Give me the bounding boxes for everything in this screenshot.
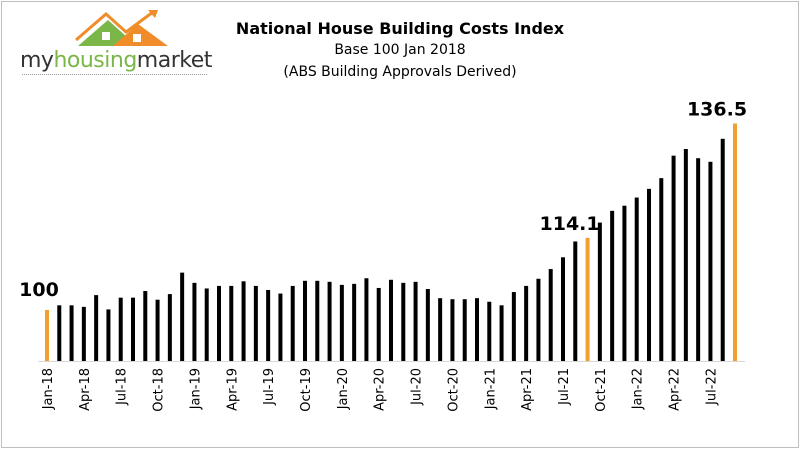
bar: [364, 278, 369, 361]
bar: [634, 197, 639, 361]
x-tick-label: Jan-21: [483, 368, 498, 410]
bar: [462, 299, 467, 361]
x-tick-label: Apr-22: [668, 368, 683, 411]
bar: [303, 280, 307, 361]
bar: [536, 278, 541, 361]
bar: [647, 188, 651, 361]
bar: [622, 205, 627, 361]
bar: [438, 298, 443, 361]
bar: [659, 178, 664, 361]
bar: [401, 282, 406, 361]
bar: [339, 284, 344, 361]
bar: [327, 281, 332, 361]
x-tick-label: Oct-21: [594, 368, 609, 412]
bar: [118, 297, 123, 361]
bar: [266, 289, 271, 361]
bar: [524, 285, 529, 361]
bar: [548, 269, 553, 361]
bar: [143, 291, 148, 361]
bar: [733, 123, 737, 361]
x-tick-label: Jan-18: [41, 368, 56, 410]
data-label: 114.1: [540, 213, 600, 235]
x-tick-label: Jul-21: [557, 368, 572, 406]
bar: [720, 138, 725, 361]
bar: [81, 306, 86, 361]
bar: [69, 305, 74, 361]
logo: myhousingmarket: [18, 10, 218, 80]
chart-title: National House Building Costs Index: [235, 19, 565, 38]
bar: [290, 285, 295, 361]
logo-part-housing: housing: [53, 48, 137, 73]
x-tick-label: Apr-20: [373, 368, 388, 411]
bar: [45, 309, 49, 361]
bar: [585, 237, 590, 361]
bar: [487, 301, 492, 361]
bar: [499, 305, 504, 361]
logo-tagline: [22, 74, 207, 77]
bar: [683, 149, 688, 361]
house-logo-icon: [75, 10, 168, 46]
bar: [278, 293, 283, 361]
x-tick-label: Apr-21: [520, 368, 535, 411]
x-tick-label: Jan-20: [336, 368, 351, 410]
x-tick-label: Apr-18: [78, 368, 93, 411]
bar: [106, 309, 111, 361]
x-tick-label: Jul-22: [704, 368, 719, 406]
logo-part-my: my: [20, 48, 54, 73]
bar: [610, 210, 615, 361]
x-tick-label: Jan-22: [631, 368, 646, 410]
bar: [180, 272, 185, 361]
bar: [229, 285, 234, 361]
bar: [94, 295, 99, 361]
x-tick-label: Jan-19: [188, 368, 203, 410]
bar: [511, 292, 516, 361]
bar: [389, 279, 393, 361]
bar: [708, 161, 713, 361]
bar: [155, 299, 160, 361]
bar: [131, 297, 135, 361]
x-tick-label: Jul-20: [410, 368, 425, 406]
x-tick-label: Oct-20: [446, 368, 461, 412]
bar: [561, 257, 565, 361]
bar: [597, 222, 602, 361]
logo-part-market: market: [136, 48, 213, 73]
x-tick-label: Oct-18: [152, 368, 167, 412]
x-tick-label: Apr-19: [225, 368, 240, 411]
chart-subtitle: Base 100 Jan 2018: [334, 42, 466, 58]
x-tick-label: Jul-19: [262, 368, 277, 406]
logo-wordmark: myhousingmarket: [20, 48, 212, 73]
bar: [253, 285, 258, 361]
bar: [217, 285, 221, 361]
bar: [475, 298, 479, 361]
bar: [241, 281, 246, 361]
bar: [315, 280, 320, 361]
bar: [413, 281, 418, 361]
bar: [450, 299, 455, 361]
bar: [204, 288, 209, 361]
bar: [192, 282, 197, 361]
bar: [167, 294, 172, 361]
bar: [696, 158, 701, 361]
data-label: 100: [19, 279, 59, 301]
x-tick-label: Oct-19: [299, 368, 314, 412]
bar: [352, 283, 357, 361]
x-tick-label: Jul-18: [115, 368, 130, 406]
bar: [57, 305, 62, 361]
chart-subtitle-2: (ABS Building Approvals Derived): [283, 64, 517, 80]
bar: [376, 287, 381, 361]
bar: [425, 288, 430, 361]
bar: [671, 155, 676, 361]
bar: [573, 241, 578, 361]
data-label: 136.5: [687, 98, 747, 120]
